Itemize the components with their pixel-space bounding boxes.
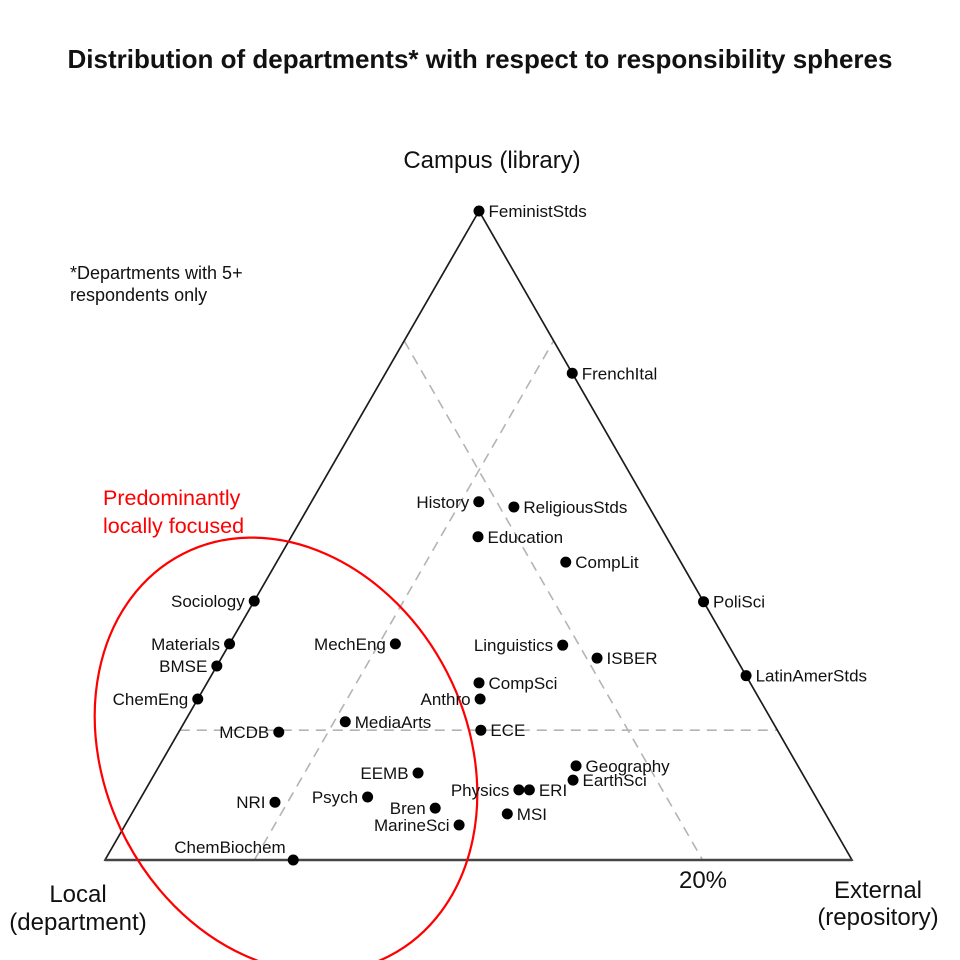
data-point bbox=[591, 652, 603, 664]
point-label: ISBER bbox=[607, 649, 658, 668]
axis-label-external-line2: (repository) bbox=[817, 904, 938, 931]
point-label: PoliSci bbox=[713, 593, 765, 612]
point-label: Sociology bbox=[171, 592, 245, 611]
data-point bbox=[269, 796, 281, 808]
point-label: EarthSci bbox=[583, 771, 647, 790]
locally-focused-ellipse bbox=[93, 536, 479, 960]
data-point bbox=[560, 556, 572, 568]
data-point bbox=[211, 660, 223, 672]
data-point bbox=[412, 767, 424, 779]
data-point bbox=[557, 639, 569, 651]
data-point bbox=[501, 808, 513, 820]
point-label: FrenchItal bbox=[582, 364, 658, 383]
data-point bbox=[362, 791, 374, 803]
point-label: Materials bbox=[151, 635, 220, 654]
axis-label-local-line2: (department) bbox=[9, 909, 146, 936]
annotation-text-line1: Predominantly bbox=[103, 486, 241, 510]
data-point bbox=[389, 638, 401, 650]
point-label: ChemEng bbox=[113, 690, 189, 709]
data-point bbox=[339, 716, 351, 728]
footnote-line1: *Departments with 5+ bbox=[70, 263, 243, 283]
data-point bbox=[224, 638, 236, 650]
point-label: LatinAmerStds bbox=[756, 667, 868, 686]
data-point bbox=[508, 501, 520, 513]
data-point bbox=[570, 760, 582, 772]
point-label: Psych bbox=[312, 788, 358, 807]
point-label: ReligiousStds bbox=[523, 498, 627, 517]
data-point bbox=[698, 596, 710, 608]
data-point bbox=[429, 802, 441, 814]
point-label: Anthro bbox=[421, 690, 471, 709]
data-point bbox=[475, 724, 487, 736]
data-point bbox=[453, 819, 465, 831]
data-point bbox=[523, 784, 535, 796]
point-label: Bren bbox=[390, 799, 426, 818]
gridline-local-20pct bbox=[403, 340, 704, 861]
point-label: Linguistics bbox=[474, 636, 553, 655]
data-point bbox=[740, 670, 752, 682]
data-point bbox=[473, 677, 485, 689]
point-label: MCDB bbox=[219, 723, 269, 742]
data-point bbox=[273, 726, 285, 738]
data-point bbox=[567, 774, 579, 786]
data-point bbox=[192, 693, 204, 705]
point-label: MechEng bbox=[314, 635, 386, 654]
axis-label-campus: Campus (library) bbox=[403, 147, 580, 174]
annotation-text-line2: locally focused bbox=[103, 514, 244, 538]
point-label: Education bbox=[488, 528, 564, 547]
point-label: MarineSci bbox=[374, 816, 450, 835]
point-label: MSI bbox=[517, 805, 547, 824]
gridline-tick-label: 20% bbox=[679, 867, 727, 894]
data-point bbox=[472, 531, 484, 543]
footnote-line2: respondents only bbox=[70, 285, 207, 305]
axis-label-local-line1: Local bbox=[49, 881, 106, 908]
point-label: Geography bbox=[586, 757, 671, 776]
point-label: History bbox=[416, 493, 469, 512]
point-label: EEMB bbox=[360, 764, 408, 783]
point-label: BMSE bbox=[159, 657, 207, 676]
data-point bbox=[473, 496, 485, 508]
data-point bbox=[473, 205, 485, 217]
point-label: CompLit bbox=[575, 553, 639, 572]
point-label: ChemBiochem bbox=[174, 838, 286, 857]
axis-label-external-line1: External bbox=[834, 877, 922, 904]
data-point bbox=[248, 595, 260, 607]
page-title: Distribution of departments* with respec… bbox=[67, 44, 893, 74]
data-point bbox=[287, 854, 299, 866]
data-point bbox=[474, 693, 486, 705]
point-label: Physics bbox=[451, 781, 510, 800]
gridline-external-20pct bbox=[253, 340, 555, 861]
point-label: ECE bbox=[490, 721, 525, 740]
point-label: ERI bbox=[539, 781, 567, 800]
point-label: NRI bbox=[236, 793, 265, 812]
data-point bbox=[513, 784, 525, 796]
point-label: FeministStds bbox=[489, 202, 587, 221]
point-label: CompSci bbox=[489, 674, 558, 693]
point-label: MediaArts bbox=[355, 713, 432, 732]
data-point bbox=[566, 367, 578, 379]
data-points-group: FeministStds FrenchItal History ReligiousSt… bbox=[113, 202, 867, 866]
